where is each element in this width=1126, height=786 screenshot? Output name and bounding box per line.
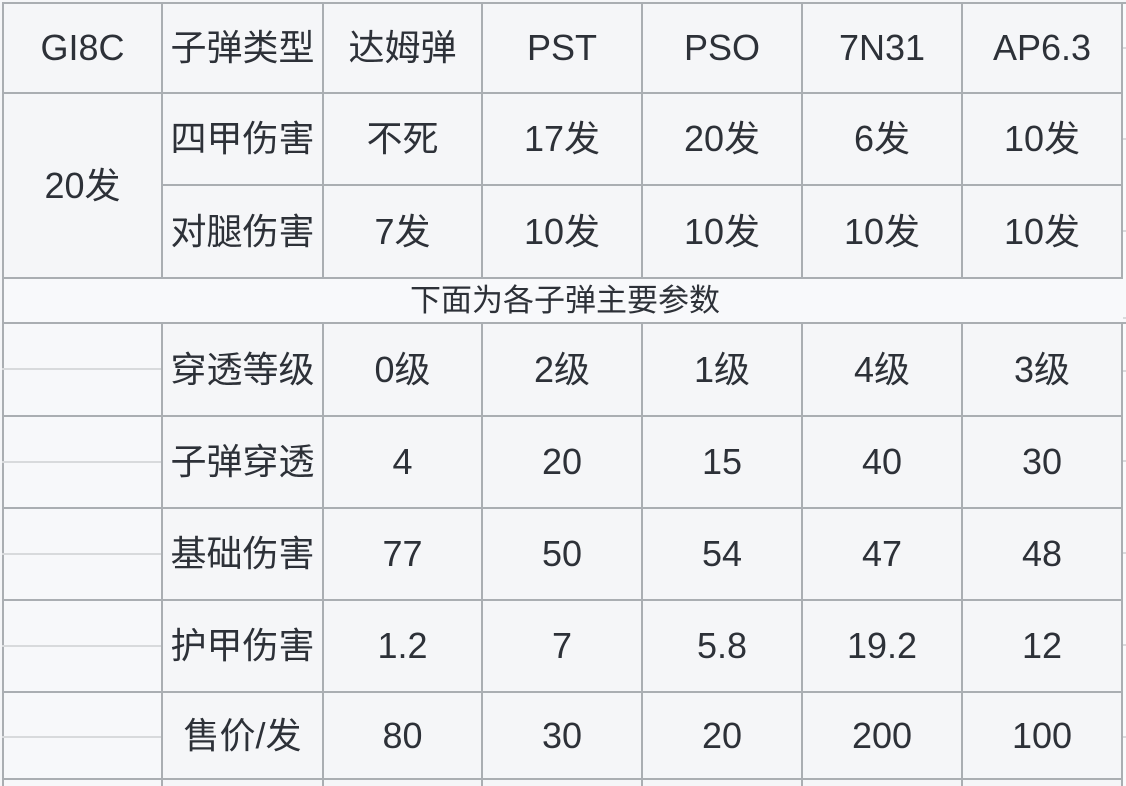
cell-armor-damage-label: 护甲伤害 — [163, 601, 324, 693]
sliver-subline — [1123, 552, 1126, 554]
cell-pen-level-v2: 1级 — [643, 324, 803, 417]
cell-armor4-damage-label: 四甲伤害 — [163, 94, 324, 186]
left-empty-cell — [4, 509, 163, 601]
edge-sliver-cell — [1123, 509, 1126, 601]
partial-bottom-cell — [324, 780, 483, 786]
cell-base-damage-label: 基础伤害 — [163, 509, 324, 601]
cell-armor-damage-v4: 12 — [963, 601, 1123, 693]
cell-bullet-type-label: 子弹类型 — [163, 4, 324, 94]
cell-base-damage-v1: 50 — [483, 509, 643, 601]
cell-base-damage-v3: 47 — [803, 509, 963, 601]
partial-bottom-cell — [803, 780, 963, 786]
sliver-subline — [1123, 736, 1126, 738]
cell-armor-damage-v3: 19.2 — [803, 601, 963, 693]
left-column-subline — [2, 553, 161, 555]
cell-leg-v0: 7发 — [324, 186, 483, 279]
cell-price-v3: 200 — [803, 693, 963, 780]
sliver-subline — [1123, 317, 1126, 319]
cell-pen-level-v3: 4级 — [803, 324, 963, 417]
sliver-subline — [1123, 644, 1126, 646]
cell-pen-level-v1: 2级 — [483, 324, 643, 417]
partial-bottom-cell — [4, 780, 163, 786]
sliver-subline — [1123, 138, 1126, 140]
edge-sliver-cell — [1123, 94, 1126, 186]
cell-ammo-pso: PSO — [643, 4, 803, 94]
cell-base-damage-v4: 48 — [963, 509, 1123, 601]
cell-bullet-pen-v0: 4 — [324, 417, 483, 509]
cell-price-v1: 30 — [483, 693, 643, 780]
cell-base-damage-v2: 54 — [643, 509, 803, 601]
edge-sliver-cell — [1123, 780, 1126, 786]
cell-price-v2: 20 — [643, 693, 803, 780]
cell-armor4-v1: 17发 — [483, 94, 643, 186]
cell-armor4-v4: 10发 — [963, 94, 1123, 186]
cell-ammo-ap63: AP6.3 — [963, 4, 1123, 94]
edge-sliver-cell — [1123, 601, 1126, 693]
cell-pen-level-label: 穿透等级 — [163, 324, 324, 417]
cell-pen-level-v0: 0级 — [324, 324, 483, 417]
cell-armor4-v2: 20发 — [643, 94, 803, 186]
cell-armor4-v3: 6发 — [803, 94, 963, 186]
cell-bullet-pen-v3: 40 — [803, 417, 963, 509]
cell-price-label: 售价/发 — [163, 693, 324, 780]
sliver-subline — [1123, 230, 1126, 232]
partial-bottom-cell — [483, 780, 643, 786]
cell-bullet-pen-v1: 20 — [483, 417, 643, 509]
sliver-subline — [1123, 370, 1126, 372]
cell-price-v4: 100 — [963, 693, 1123, 780]
cell-price-v0: 80 — [324, 693, 483, 780]
cell-leg-v4: 10发 — [963, 186, 1123, 279]
cell-ammo-pst: PST — [483, 4, 643, 94]
partial-bottom-cell — [163, 780, 324, 786]
edge-sliver-cell — [1123, 417, 1126, 509]
cell-bullet-pen-label: 子弹穿透 — [163, 417, 324, 509]
left-column-subline — [2, 736, 161, 738]
cell-pen-level-v4: 3级 — [963, 324, 1123, 417]
cell-base-damage-v0: 77 — [324, 509, 483, 601]
cell-magazine: 20发 — [4, 94, 163, 279]
cell-leg-v1: 10发 — [483, 186, 643, 279]
sliver-subline — [1123, 47, 1126, 49]
left-column-subline — [2, 368, 161, 370]
section-banner: 下面为各子弹主要参数 — [4, 279, 1126, 324]
cell-ammo-7n31: 7N31 — [803, 4, 963, 94]
cell-weapon-name: GI8C — [4, 4, 163, 94]
cell-bullet-pen-v4: 30 — [963, 417, 1123, 509]
cell-armor4-v0: 不死 — [324, 94, 483, 186]
left-empty-cell — [4, 324, 163, 417]
partial-bottom-cell — [643, 780, 803, 786]
sliver-subline — [1123, 460, 1126, 462]
left-column-subline — [2, 645, 161, 647]
cell-ammo-damdan: 达姆弹 — [324, 4, 483, 94]
edge-sliver-cell — [1123, 4, 1126, 94]
cell-leg-v2: 10发 — [643, 186, 803, 279]
cell-armor-damage-v1: 7 — [483, 601, 643, 693]
partial-bottom-cell — [963, 780, 1123, 786]
left-empty-cell — [4, 601, 163, 693]
cell-bullet-pen-v2: 15 — [643, 417, 803, 509]
left-column-subline — [2, 461, 161, 463]
left-empty-cell — [4, 417, 163, 509]
cell-leg-damage-label: 对腿伤害 — [163, 186, 324, 279]
cell-armor-damage-v0: 1.2 — [324, 601, 483, 693]
cell-armor-damage-v2: 5.8 — [643, 601, 803, 693]
edge-sliver-cell — [1123, 186, 1126, 279]
cell-leg-v3: 10发 — [803, 186, 963, 279]
